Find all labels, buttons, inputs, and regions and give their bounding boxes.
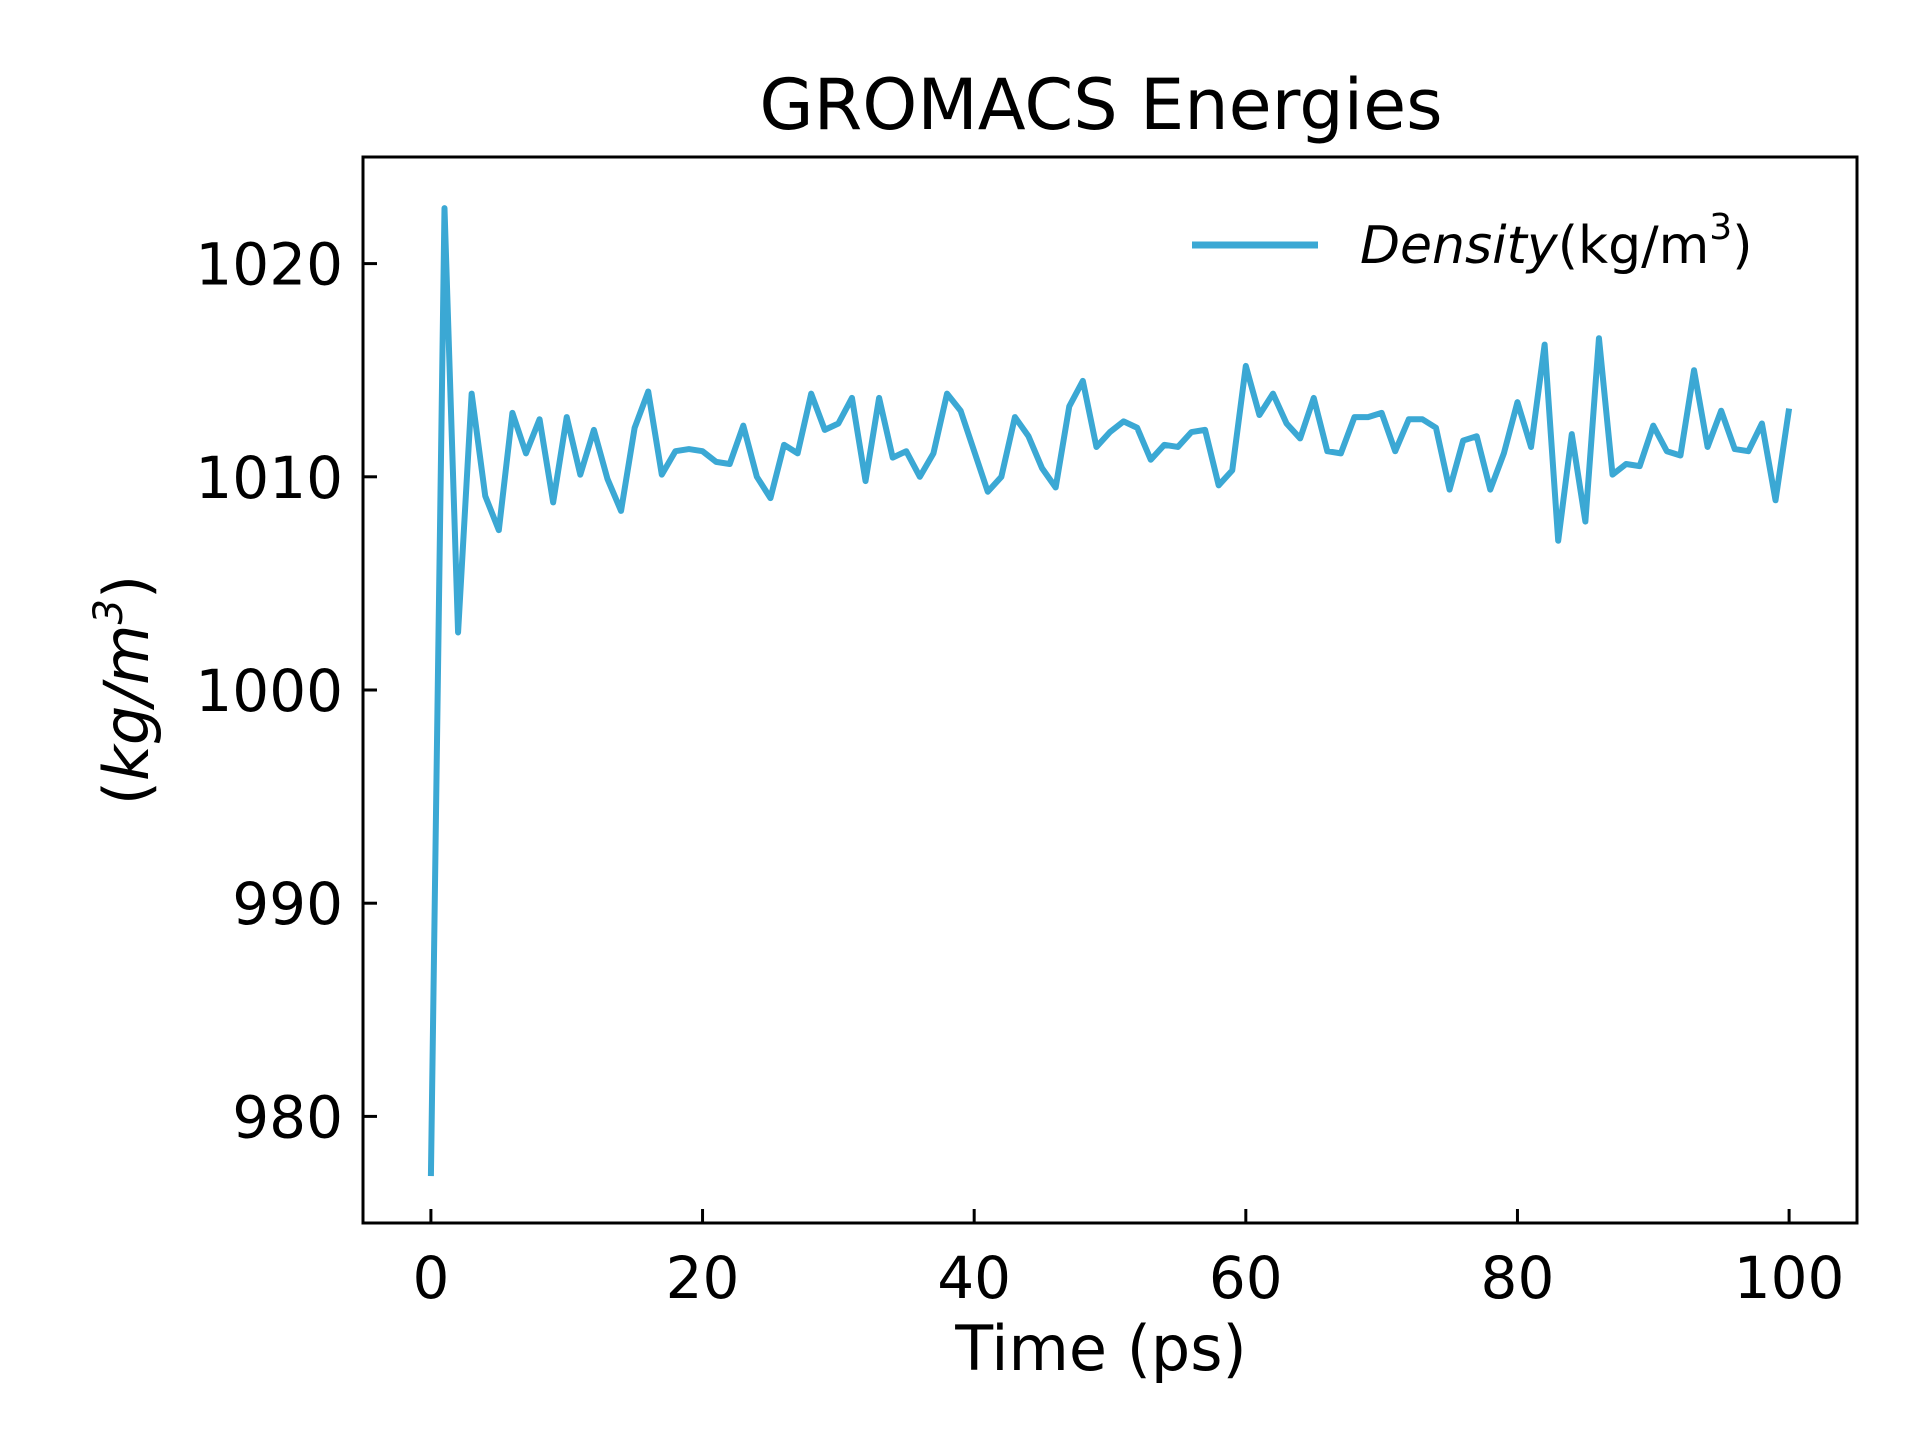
y-axis-label-paren-open: (: [90, 781, 163, 805]
y-axis-label-paren-close: ): [90, 575, 163, 599]
x-tick-label: 80: [1481, 1244, 1555, 1312]
legend-label-close: ): [1732, 216, 1752, 276]
legend-label-paren: (kg/m: [1558, 216, 1710, 276]
chart-title: GROMACS Energies: [759, 64, 1442, 146]
y-tick-label: 980: [232, 1083, 343, 1151]
x-tick-label: 0: [412, 1244, 449, 1312]
x-tick-label: 60: [1209, 1244, 1283, 1312]
x-axis-label: Time (ps): [954, 1312, 1246, 1385]
x-tick-label: 20: [666, 1244, 740, 1312]
y-tick-label: 990: [232, 870, 343, 938]
y-axis-label: (kg/m3): [86, 575, 163, 805]
legend-label-main: Density: [1360, 216, 1559, 276]
y-axis-label-exponent: 3: [86, 599, 132, 624]
y-tick-label: 1010: [195, 444, 343, 512]
legend-label: Density(kg/m3): [1360, 207, 1753, 276]
y-tick-label: 1000: [195, 657, 343, 725]
y-tick-label: 1020: [195, 231, 343, 299]
legend-label-exponent: 3: [1709, 207, 1732, 248]
plot-area: 0 20 40 60 80 100 980 990 1000 1010 1020: [195, 155, 1859, 1312]
y-axis-label-unit: kg/m: [90, 624, 163, 781]
legend: Density(kg/m3): [1192, 207, 1753, 276]
x-tick-label: 100: [1734, 1244, 1845, 1312]
density-series-line: [427, 205, 1793, 1177]
x-tick-label: 40: [937, 1244, 1011, 1312]
